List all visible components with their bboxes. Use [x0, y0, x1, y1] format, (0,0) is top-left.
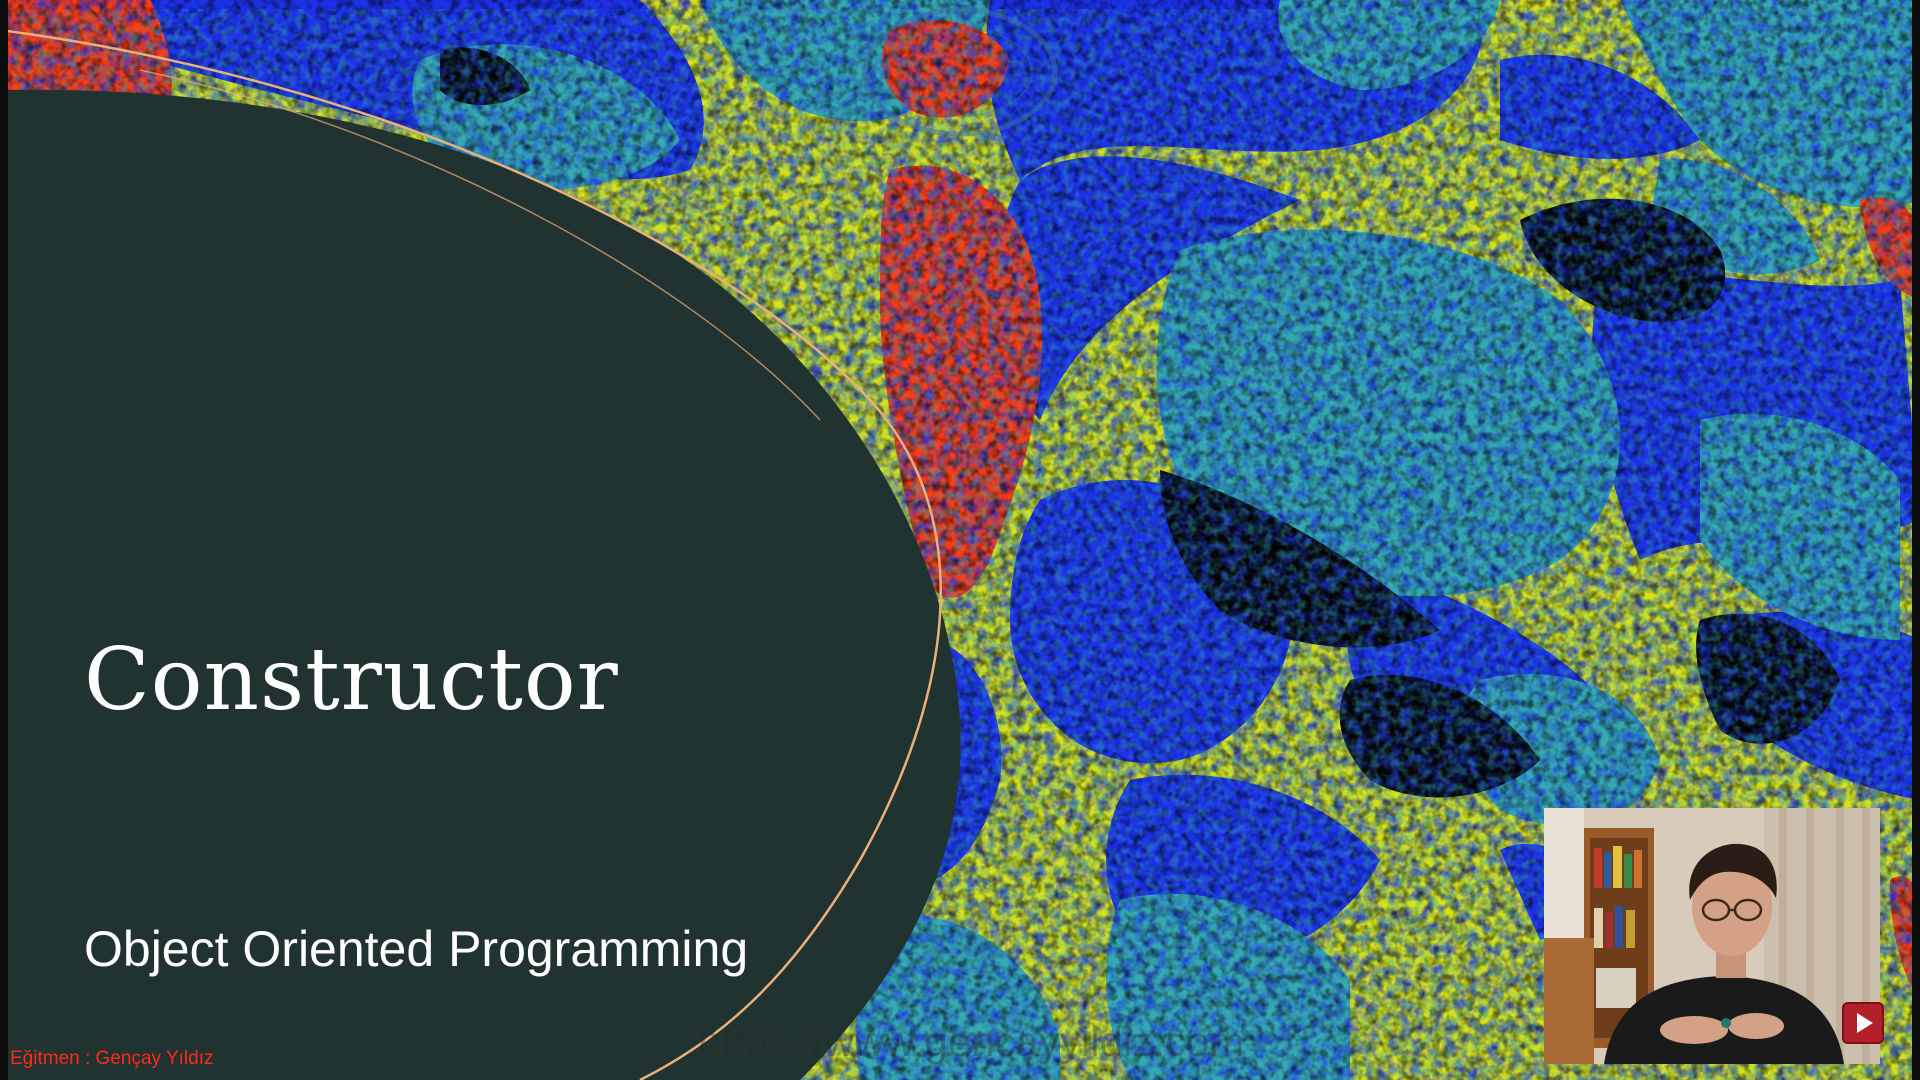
slide-subtitle: Object Oriented Programming [84, 921, 749, 977]
left-border [0, 0, 8, 1080]
instructor-caption: Eğitmen : Gençay Yıldız [10, 1048, 214, 1069]
play-icon[interactable] [1842, 1002, 1884, 1044]
person-icon [1544, 808, 1880, 1064]
stamp-watermark [862, 7, 1058, 137]
decorative-arc [0, 28, 942, 1080]
url-watermark: https://www.gencayyildiz.com [698, 1018, 1245, 1065]
right-border [1912, 0, 1920, 1080]
slide-title: Constructor [84, 630, 619, 730]
webcam-overlay [1544, 808, 1880, 1064]
title-panel [0, 89, 961, 1080]
